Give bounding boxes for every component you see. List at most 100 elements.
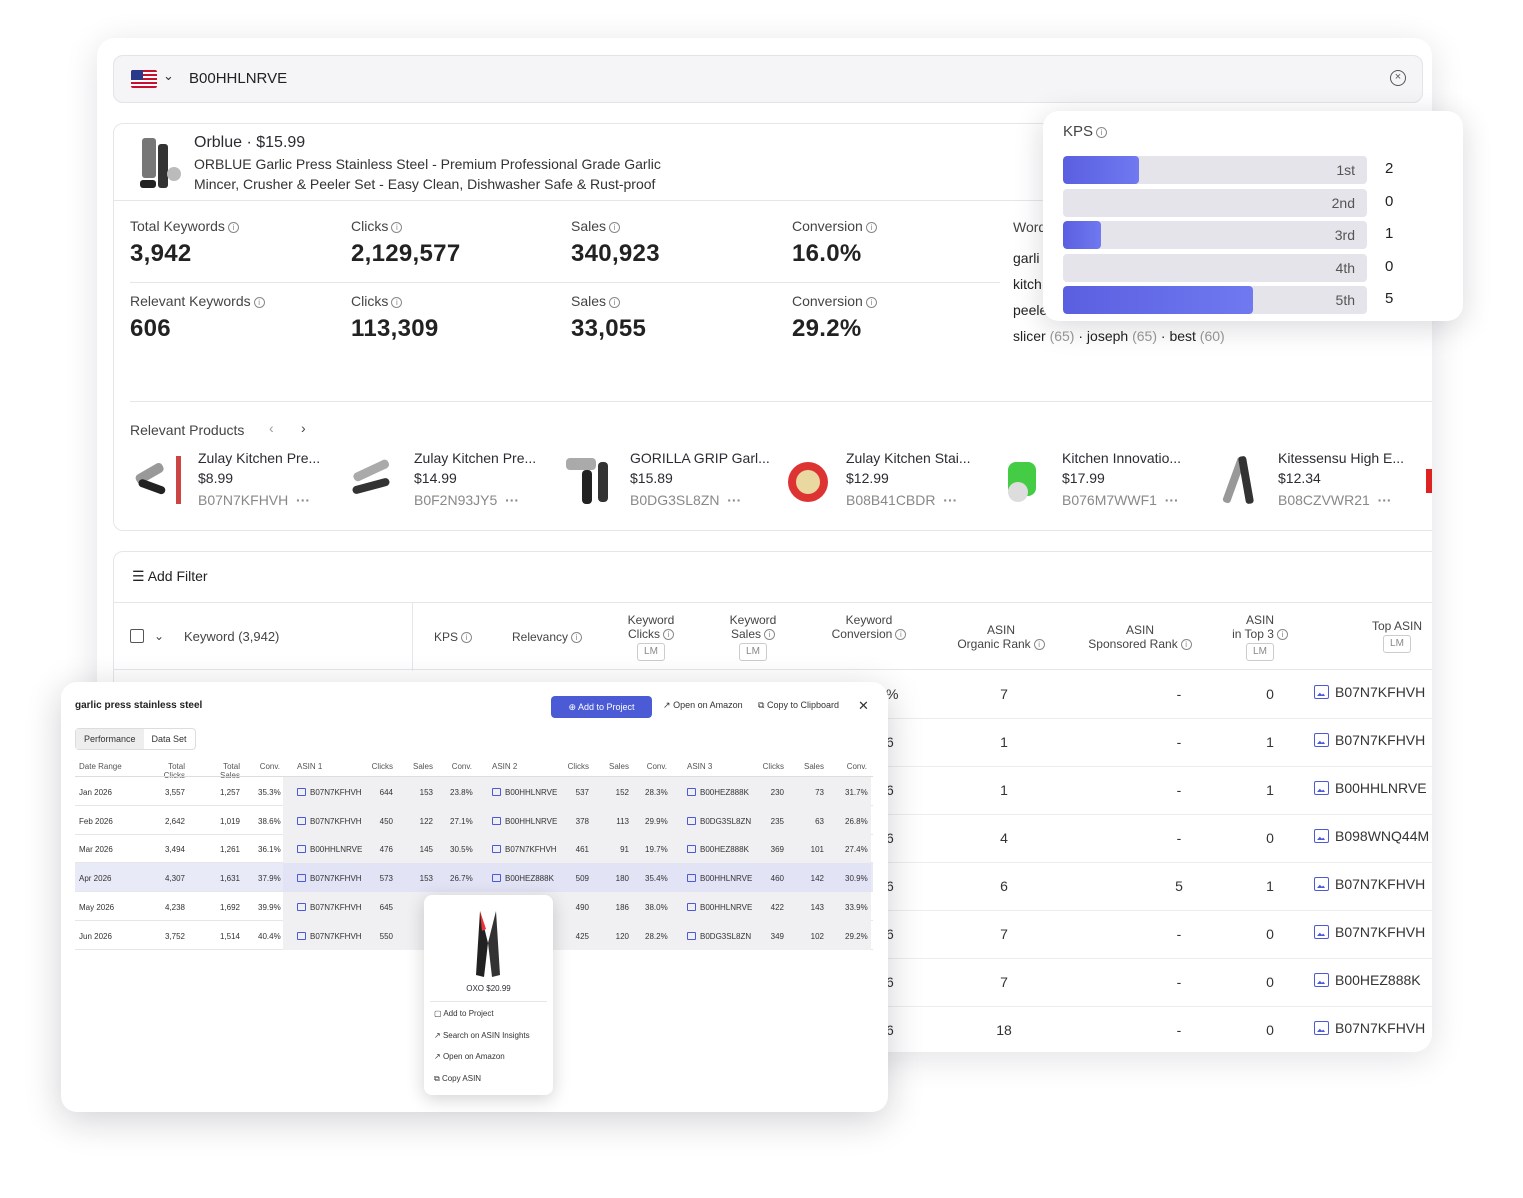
kps-title: KPSi [1063,123,1107,140]
chevron-down-icon[interactable]: ⌄ [163,68,174,84]
top-asin-link[interactable]: B07N7KFHVH [1314,876,1425,892]
kps-bar-1st: 1st [1063,156,1367,184]
asin-link[interactable]: B07N7KFHVH [297,903,367,912]
info-icon[interactable]: i [866,222,877,233]
asin-link[interactable]: B0DG3SL8ZN [687,817,757,826]
prev-arrow-icon[interactable]: ‹ [269,420,274,436]
info-icon[interactable]: i [1096,127,1107,138]
product-thumb [1210,452,1266,508]
close-icon[interactable]: ✕ [858,698,869,714]
info-icon[interactable]: i [609,222,620,233]
more-icon[interactable]: ··· [505,492,519,508]
tab-performance[interactable]: Performance [76,729,144,749]
info-icon[interactable]: i [609,297,620,308]
word-list: slicer (65) · joseph (65) · best (60) [1013,328,1225,344]
organic-rank-column-header[interactable]: ASINOrganic Ranki [949,623,1053,651]
search-input[interactable]: B00HHLNRVE [189,70,287,87]
select-all-checkbox[interactable] [130,629,144,643]
cell: 3,557 [149,788,185,797]
add-filter-button[interactable]: ☰ Add Filter [132,568,208,585]
top-asin-link[interactable]: B07N7KFHVH [1314,924,1425,940]
cell: 180 [605,874,629,883]
us-flag-icon[interactable] [131,70,157,88]
ctx-copy-asin[interactable]: ⧉ Copy ASIN [434,1074,481,1084]
copy-to-clipboard-button[interactable]: ⧉ Copy to Clipboard [758,700,839,711]
asin-link[interactable]: B00HHLNRVE [687,874,757,883]
tab-data-set[interactable]: Data Set [144,729,195,749]
asin-link[interactable]: B07N7KFHVH [297,932,367,941]
top-asin-link[interactable]: B07N7KFHVH [1314,684,1425,700]
info-icon[interactable]: i [391,297,402,308]
cell: 30.9% [845,874,867,883]
open-on-amazon-button[interactable]: ↗ Open on Amazon [663,700,743,711]
asin-link[interactable]: B00HEZ888K [492,874,562,883]
info-icon[interactable]: i [254,297,265,308]
top-asin-link[interactable]: B07N7KFHVH [1314,732,1425,748]
more-icon[interactable]: ··· [1378,492,1392,508]
info-icon[interactable]: i [866,297,877,308]
relevancy-column-header[interactable]: Relevancyi [512,630,582,644]
asin-link[interactable]: B00HHLNRVE [297,845,367,854]
cell: 4,307 [149,874,185,883]
more-icon[interactable]: ··· [1165,492,1179,508]
image-icon [297,788,306,796]
image-icon [297,817,306,825]
asin-link[interactable]: B00HHLNRVE [492,788,562,797]
kps-column-header[interactable]: KPSi [434,630,472,644]
ctx-open-on-amazon[interactable]: ↗ Open on Amazon [434,1052,505,1061]
top-asin-column-header[interactable]: Top ASINLM [1362,619,1432,653]
next-arrow-icon[interactable]: › [301,420,306,436]
more-icon[interactable]: ··· [943,492,957,508]
metric-clicks: Clicksi2,129,577 [351,218,460,268]
cell: 29.2% [845,932,867,941]
cell: 26.8% [845,817,867,826]
keyword-column-header[interactable]: Keyword (3,942) [184,630,279,644]
top-asin-link[interactable]: B07N7KFHVH [1314,1020,1425,1036]
chevron-down-icon[interactable]: ⌄ [154,629,164,643]
kps-rank-label: 1st [1336,162,1355,178]
more-icon[interactable]: ··· [296,492,310,508]
top-asin-link[interactable]: B00HEZ888K [1314,972,1421,988]
kw-sales-column-header[interactable]: KeywordSalesiLM [716,613,790,661]
cell: 1,514 [212,932,240,941]
asin-link[interactable]: B07N7KFHVH [297,817,367,826]
top3-column-header[interactable]: ASINin Top 3iLM [1224,613,1296,661]
cell: Jun 2026 [79,932,139,941]
performance-row[interactable]: Mar 20263,4941,26136.1%B00HHLNRVE4761453… [75,834,873,863]
kps-count: 0 [1385,193,1393,210]
asin-link[interactable]: B00HEZ888K [687,788,757,797]
asin-link[interactable]: B00HHLNRVE [492,817,562,826]
kps-rank-label: 4th [1336,260,1355,276]
performance-row[interactable]: Jan 20263,5571,25735.3%B07N7KFHVH6441532… [75,777,873,806]
ctx-add-to-project[interactable]: ▢ Add to Project [434,1009,494,1018]
kps-rank-label: 5th [1336,292,1355,308]
performance-row[interactable]: Apr 20264,3071,63137.9%B07N7KFHVH5731532… [75,863,873,892]
modal-title: garlic press stainless steel [75,700,202,711]
asin-link[interactable]: B07N7KFHVH [297,788,367,797]
sponsored-rank-column-header[interactable]: ASINSponsored Ranki [1084,623,1196,651]
asin-link[interactable]: B07N7KFHVH [297,874,367,883]
asin-link[interactable]: B07N7KFHVH [492,845,562,854]
info-icon[interactable]: i [391,222,402,233]
word-cloud-label: Word [1013,219,1046,235]
cell: 63 [800,817,824,826]
cell: 26.7% [450,874,472,883]
image-icon [297,903,306,911]
cell: 349 [762,932,784,941]
image-icon [1314,973,1329,987]
clear-icon[interactable]: × [1390,70,1406,86]
performance-row[interactable]: Feb 20262,6421,01938.6%B07N7KFHVH4501222… [75,806,873,835]
kw-clicks-column-header[interactable]: KeywordClicksiLM [614,613,688,661]
asin-link[interactable]: B0DG3SL8ZN [687,932,757,941]
kw-conversion-column-header[interactable]: KeywordConversioni [824,613,914,641]
asin-link[interactable]: B00HHLNRVE [687,903,757,912]
ctx-search-asin-insights[interactable]: ↗ Search on ASIN Insights [434,1031,530,1040]
more-icon[interactable]: ··· [727,492,741,508]
top-asin-link[interactable]: B098WNQ44M [1314,828,1429,844]
cell: 101 [800,845,824,854]
info-icon[interactable]: i [228,222,239,233]
asin-link[interactable]: B00HEZ888K [687,845,757,854]
add-to-project-button[interactable]: ⊕ Add to Project [551,696,652,718]
asin-search-bar[interactable]: ⌄ B00HHLNRVE × [113,55,1423,103]
top-asin-link[interactable]: B00HHLNRVE [1314,780,1427,796]
